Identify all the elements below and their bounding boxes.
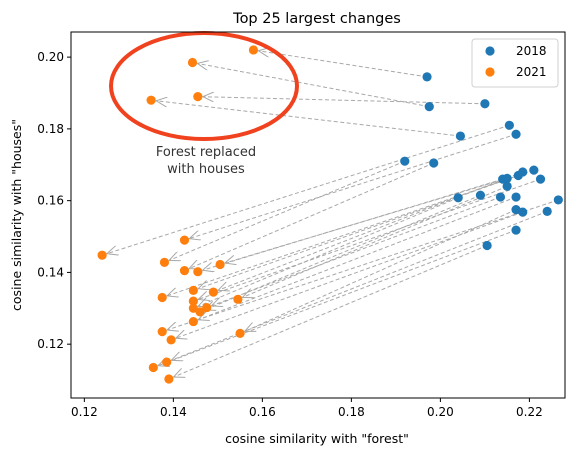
point-2021	[193, 91, 203, 102]
change-arrow	[176, 211, 523, 338]
legend: 2018 2021	[471, 38, 559, 88]
point-2021	[202, 302, 212, 313]
point-2018	[400, 156, 410, 166]
x-tick-label: 0.22	[516, 405, 543, 419]
point-2018	[429, 158, 439, 168]
y-tick-label: 0.20	[37, 50, 64, 64]
highlight-ellipse	[109, 31, 299, 141]
legend-marker-2018	[485, 46, 495, 56]
change-arrow	[158, 229, 517, 366]
point-2021	[179, 266, 190, 276]
change-arrow	[107, 124, 510, 253]
point-2018	[529, 165, 539, 175]
change-arrow	[198, 178, 541, 299]
point-2018	[482, 240, 492, 251]
x-tick-label: 0.12	[71, 405, 98, 419]
change-arrow	[167, 199, 559, 330]
change-arrow	[258, 51, 428, 78]
y-axis-label: cosine similarity with "houses"	[9, 119, 24, 311]
point-2021	[215, 259, 225, 270]
change-arrow	[203, 97, 485, 105]
point-2018	[455, 131, 466, 141]
point-2021	[159, 257, 170, 267]
change-arrow	[198, 175, 519, 289]
point-2021	[148, 362, 158, 373]
point-2021	[179, 235, 190, 245]
point-2018	[502, 181, 512, 191]
point-2021	[162, 357, 172, 367]
change-arrow	[245, 209, 517, 332]
change-arrow	[156, 101, 461, 137]
x-tick-label: 0.14	[160, 405, 187, 419]
point-2021	[195, 307, 205, 317]
point-2018	[511, 129, 521, 139]
x-tick-label: 0.20	[427, 405, 454, 419]
chart-title: Top 25 largest changes	[232, 11, 401, 27]
x-tick-label: 0.16	[249, 405, 276, 419]
point-2021	[188, 316, 198, 327]
point-2018	[480, 99, 490, 109]
change-arrow	[189, 162, 434, 269]
change-arrow	[171, 210, 548, 360]
annotation-line-2: with houses	[167, 162, 245, 177]
y-tick-label: 0.12	[37, 337, 64, 351]
point-2018	[422, 72, 432, 82]
point-2018	[424, 102, 434, 112]
point-2021	[166, 335, 176, 345]
change-arrow	[198, 197, 459, 307]
change-arrow	[205, 194, 481, 310]
change-arrow	[167, 169, 535, 296]
point-2021	[188, 296, 198, 306]
change-arrow	[174, 245, 488, 378]
point-2021	[233, 294, 243, 304]
data-points	[97, 45, 563, 384]
point-2021	[146, 95, 156, 105]
point-2018	[535, 174, 546, 184]
change-arrow	[189, 133, 517, 238]
plot-frame	[70, 31, 566, 399]
point-2021	[187, 57, 198, 68]
point-2018	[511, 192, 521, 202]
x-axis-label: cosine similarity with "forest"	[225, 431, 409, 446]
annotation-line-1: Forest replaced	[156, 145, 256, 160]
change-arrow	[169, 160, 405, 260]
x-tick-label: 0.18	[338, 405, 365, 419]
point-2018	[553, 195, 563, 205]
point-2021	[193, 267, 203, 277]
point-2021	[248, 45, 259, 55]
change-arrow	[198, 196, 517, 320]
change-arrows	[107, 51, 559, 378]
annotation: Forest replaced with houses	[109, 31, 299, 177]
change-arrow	[243, 185, 508, 297]
point-2018	[495, 192, 506, 202]
point-2018	[542, 206, 552, 217]
change-arrow	[211, 196, 501, 306]
legend-label-2021: 2021	[516, 65, 547, 79]
change-arrow	[197, 63, 430, 108]
point-2021	[188, 285, 198, 295]
point-2021	[157, 292, 167, 303]
change-arrow	[203, 178, 503, 270]
legend-marker-2021	[485, 67, 495, 77]
point-2018	[453, 193, 463, 203]
point-2018	[518, 207, 528, 217]
point-2018	[502, 173, 512, 183]
point-2018	[504, 120, 514, 130]
y-tick-label: 0.14	[37, 265, 64, 279]
point-2021	[157, 327, 167, 337]
point-2018	[511, 225, 521, 235]
legend-label-2018: 2018	[516, 44, 547, 58]
point-2021	[164, 374, 174, 384]
point-2018	[518, 167, 528, 177]
point-2021	[208, 287, 219, 297]
point-2021	[97, 250, 107, 260]
change-arrow	[225, 177, 508, 263]
point-2021	[235, 328, 245, 339]
axes: 0.12 0.14 0.16 0.18 0.20 0.22 0.12 0.14 0.16 0.18…	[37, 31, 566, 419]
y-tick-label: 0.18	[37, 122, 64, 136]
y-tick-label: 0.16	[37, 194, 64, 208]
point-2018	[475, 190, 486, 200]
